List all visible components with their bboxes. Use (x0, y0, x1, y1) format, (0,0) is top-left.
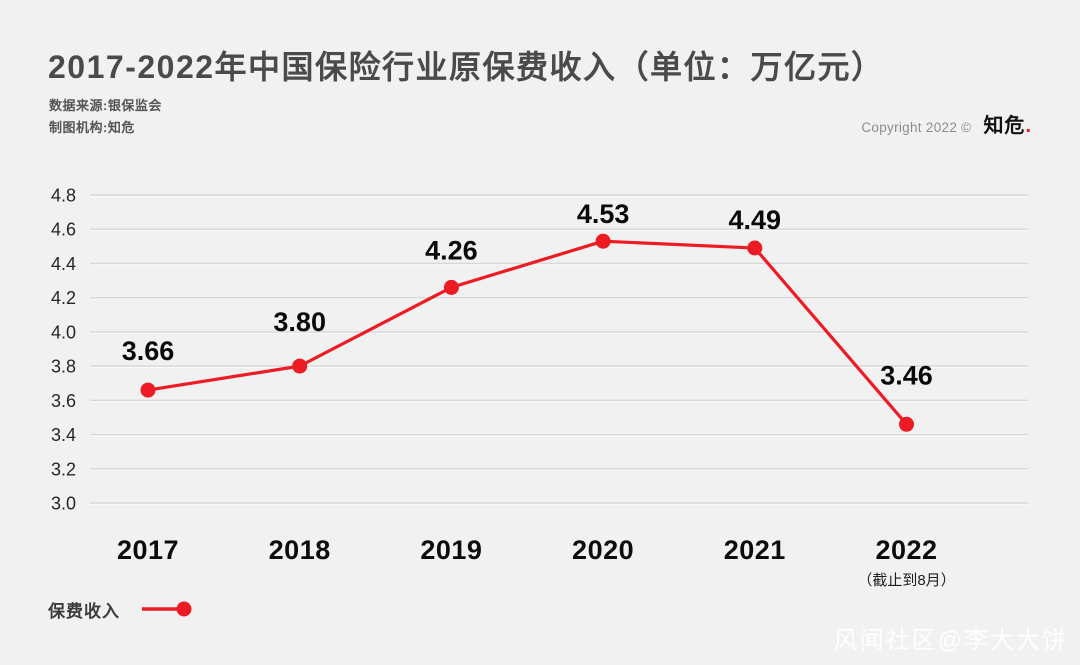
data-point-label: 3.66 (122, 336, 175, 366)
x-axis-label: 2022 (875, 535, 937, 565)
data-point-label: 3.46 (880, 360, 933, 390)
data-point-marker (292, 358, 308, 374)
x-axis-label: 2021 (724, 535, 786, 565)
data-point-marker (443, 279, 459, 295)
x-axis-label: 2017 (117, 535, 179, 565)
data-point-label: 4.49 (729, 205, 782, 235)
y-axis-tick-label: 4.0 (51, 322, 76, 342)
data-point-label: 3.80 (273, 307, 326, 337)
data-point-marker (747, 240, 763, 256)
legend-label: 保费收入 (48, 601, 120, 621)
x-axis-label: 2019 (420, 535, 482, 565)
copyright-row: Copyright 2022 © 知危. (861, 109, 1032, 138)
x-axis-label: 2018 (269, 535, 331, 565)
x-axis-note: （截止到8月） (857, 572, 955, 589)
y-axis-tick-label: 4.2 (51, 288, 76, 308)
zhiwei-logo: 知危. (983, 109, 1032, 138)
data-point-marker (140, 382, 156, 398)
watermark: 风闻社区@李大大饼 (833, 627, 1068, 654)
copyright-text: Copyright 2022 © (861, 120, 972, 135)
legend-line-marker-icon (142, 601, 192, 617)
data-point-marker (595, 233, 611, 249)
y-axis-tick-label: 3.4 (51, 425, 76, 445)
data-point-label: 4.53 (577, 199, 630, 229)
y-axis-tick-label: 3.8 (51, 357, 76, 377)
y-axis-tick-label: 4.8 (51, 186, 76, 206)
y-axis-tick-label: 4.6 (51, 220, 76, 240)
y-axis-tick-label: 3.6 (51, 391, 76, 411)
x-axis-label: 2020 (572, 535, 634, 565)
y-axis-tick-label: 3.0 (51, 494, 76, 514)
data-point-label: 4.26 (425, 235, 478, 265)
data-point-marker (899, 416, 914, 432)
y-axis-tick-label: 3.2 (51, 459, 76, 479)
legend: 保费收入 (48, 597, 194, 621)
data-source-label: 数据来源:银保监会 (49, 98, 162, 113)
logo-text: 知危 (983, 115, 1026, 137)
page-title: 2017-2022年中国保险行业原保费收入（单位：万亿元） (48, 49, 885, 85)
logo-dot: . (1025, 115, 1032, 137)
series-line (147, 239, 908, 426)
chart-maker-label: 制图机构:知危 (49, 120, 135, 135)
y-axis-tick-label: 4.4 (51, 254, 76, 274)
